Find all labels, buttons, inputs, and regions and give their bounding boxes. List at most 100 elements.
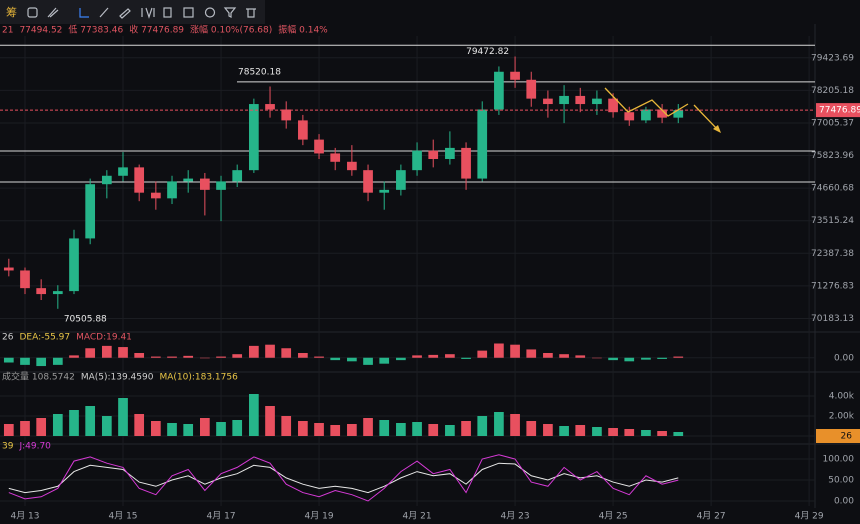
macd-bar [36,357,47,367]
macd-bar [526,349,537,358]
macd-bar [200,357,210,359]
volume-bar [412,422,422,436]
tool-icon[interactable] [119,8,131,19]
macd-bar [494,343,504,358]
tool-icon[interactable] [47,7,59,18]
macd-bar [281,348,292,358]
volume-bar [200,418,210,436]
macd-bar [445,354,455,358]
macd-bar [69,355,79,358]
volume-bar [641,430,651,436]
candle-body [52,291,63,295]
level-label: 78520.18 [238,67,281,77]
macd-bar [379,357,390,364]
drawn-arrow [693,104,719,131]
macd-bar [85,348,96,358]
volume-bar [249,394,259,436]
tool-icon[interactable] [163,7,172,18]
legend-entry: DEA:-55.97 [19,333,70,343]
candle-body [330,153,341,162]
volume-tag [816,429,860,443]
y-tick-label: 50.00 [828,475,854,485]
toolbar-icons[interactable] [27,7,256,19]
y-tick-label: 78205.18 [811,86,854,96]
last-price-tag [816,103,860,118]
tool-icon[interactable] [246,8,256,18]
candle-body [20,270,30,289]
macd-bar [118,347,128,358]
y-tick-label: 100.00 [823,455,855,465]
volume-bar [461,421,471,436]
y-tick-label: 74660.68 [811,184,854,194]
macd-bar [461,357,471,359]
tool-icon[interactable] [141,7,155,19]
candle-body [526,79,537,99]
macd-bar [101,345,112,358]
volume-bar [477,416,488,436]
legend-entry: J:49.70 [18,442,51,452]
legend-entry: MA(10):183.1756 [159,373,238,383]
legend-entry: 涨幅 0.10%(76.68) [190,24,272,36]
macd-bar [575,355,586,358]
volume-bar [526,421,537,436]
macd-bar [559,354,569,358]
kdj-line [8,454,679,502]
volume-bar [69,410,79,436]
y-tick-label: 2.00k [829,412,855,422]
macd-bar [249,345,259,358]
tool-icon[interactable] [183,7,194,18]
volume-bar [428,424,439,436]
macd-bar [673,356,684,358]
legend-entry: 振幅 0.14% [278,24,328,36]
y-tick-label: 77005.37 [811,118,854,128]
tool-icon[interactable] [27,7,38,18]
candle-body [3,267,14,271]
candle-body [69,238,79,292]
tool-icon[interactable] [223,7,237,18]
tool-icon[interactable] [99,7,109,18]
x-tick-label: 4月 21 [403,511,432,522]
volume-bar [20,421,30,436]
legend-entry: 77494.52 [19,26,62,36]
y-tick-label: 4.00k [829,392,855,402]
volume-bar [624,429,635,436]
macd-bar [363,357,373,365]
candle-body [412,150,422,171]
candle-body [118,167,128,176]
volume-bar [52,414,63,436]
legend-entry: 低 77383.46 [68,24,123,36]
last-price-label: 77476.89 [819,106,860,116]
volume-bar [445,425,455,436]
volume-bar [510,414,520,436]
y-tick-label: 75823.96 [811,151,854,161]
high-label: 79472.82 [466,47,509,57]
tool-icon[interactable] [79,8,89,18]
macd-bar [624,357,635,362]
volume-bar [167,423,177,436]
y-tick-label: 72387.38 [811,249,854,259]
candle-body [200,178,210,190]
low-label: 70505.88 [64,314,107,324]
candle-body [232,170,243,182]
legend-entry: 收 77476.89 [129,24,184,36]
volume-bar [575,425,586,436]
macd-bar [477,350,488,358]
volume-bar [118,398,128,436]
volume-bar [232,420,243,436]
macd-bar [298,353,308,358]
volume-bar [150,421,161,436]
volume-bar [494,412,504,436]
candle-body [101,175,112,185]
candle-body [183,178,194,182]
macd-bar [657,357,667,359]
macd-bar [134,353,145,358]
macd-bar [265,344,275,358]
candle-body [641,109,651,121]
volume-bar [281,416,292,436]
volume-bar [608,428,618,436]
macd-bar [412,355,422,358]
tool-icon[interactable] [204,7,216,18]
volume-tag-label: 26 [841,432,853,442]
macd-bar [216,356,226,358]
